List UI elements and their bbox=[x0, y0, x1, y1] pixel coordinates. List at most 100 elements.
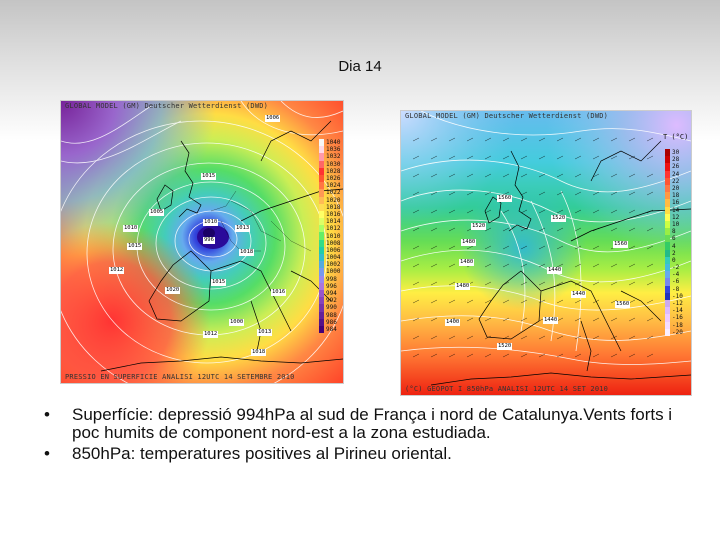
wind-barb bbox=[646, 155, 654, 160]
geopotential-label: 1520 bbox=[471, 223, 487, 230]
wind-barb bbox=[592, 209, 600, 214]
isobar-label: 1006 bbox=[265, 115, 281, 122]
temperature-legend-swatch bbox=[665, 256, 670, 264]
wind-barb bbox=[628, 335, 636, 340]
temperature-legend-value: 30 bbox=[672, 149, 680, 157]
wind-barb bbox=[520, 353, 528, 358]
wind-barb bbox=[466, 299, 474, 304]
wind-barb bbox=[520, 137, 528, 142]
surface-legend-entry: 1026 bbox=[319, 174, 341, 183]
wind-barb bbox=[520, 263, 528, 268]
temperature-850hpa-map: GLOBAL MODEL (GM) Deutscher Wetterdienst… bbox=[400, 110, 692, 396]
temperature-legend-swatch bbox=[665, 199, 670, 207]
geopotential-label: 1560 bbox=[497, 195, 513, 202]
surface-pressure-legend: 1040 1036 1032 1030 1028 1026 1024 1022 1020 1018… bbox=[319, 139, 341, 334]
isobar-label: 1000 bbox=[229, 319, 245, 326]
wind-barb bbox=[610, 191, 618, 196]
wind-barb bbox=[628, 191, 636, 196]
wind-barb bbox=[646, 335, 654, 340]
wind-barb bbox=[484, 191, 492, 196]
temperature-legend-value: -14 bbox=[672, 307, 683, 315]
surface-legend-entry: 1022 bbox=[319, 189, 341, 197]
wind-barb bbox=[646, 137, 654, 142]
temperature-legend-swatch bbox=[665, 242, 670, 250]
wind-barb bbox=[412, 209, 420, 214]
wind-barb bbox=[556, 209, 564, 214]
wind-barb bbox=[628, 209, 636, 214]
temperature-legend-value: 24 bbox=[672, 170, 680, 178]
temperature-legend-value: 6 bbox=[672, 235, 676, 243]
temperature-legend-entry: -4 bbox=[665, 271, 687, 279]
surface-legend-entry: 988 bbox=[319, 311, 341, 319]
temperature-legend-swatch bbox=[665, 220, 670, 229]
surface-legend-entry: 1016 bbox=[319, 210, 341, 219]
temperature-legend-entry: -6 bbox=[665, 278, 687, 286]
wind-barb bbox=[484, 335, 492, 340]
temperature-legend-value: -12 bbox=[672, 300, 683, 308]
isobar-label: 996 bbox=[203, 237, 215, 244]
wind-barb bbox=[574, 191, 582, 196]
temperature-legend-value: -6 bbox=[672, 278, 680, 286]
wind-barb bbox=[628, 353, 636, 358]
temperature-legend-value: -20 bbox=[672, 328, 683, 336]
surface-legend-swatch bbox=[319, 318, 324, 326]
temperature-legend-entry: 0 bbox=[665, 256, 687, 264]
surface-legend-entry: 994 bbox=[319, 289, 341, 298]
wind-barb bbox=[628, 245, 636, 250]
surface-legend-value: 1020 bbox=[326, 196, 341, 204]
wind-barb bbox=[412, 335, 420, 340]
temperature-850hpa-map-image bbox=[401, 111, 691, 395]
wind-barb bbox=[448, 173, 456, 178]
wind-barb bbox=[502, 227, 510, 232]
surface-legend-swatch bbox=[319, 160, 324, 168]
wind-barb bbox=[466, 137, 474, 142]
wind-barb bbox=[592, 137, 600, 142]
surface-legend-entry: 1028 bbox=[319, 167, 341, 175]
temperature-legend-entry: 28 bbox=[665, 156, 687, 164]
wind-barb bbox=[520, 173, 528, 178]
wind-barb bbox=[448, 227, 456, 232]
surface-legend-entry: 1012 bbox=[319, 225, 341, 233]
wind-barb bbox=[556, 155, 564, 160]
geopotential-label: 1560 bbox=[613, 241, 629, 248]
wind-barb bbox=[574, 173, 582, 178]
wind-barb bbox=[628, 173, 636, 178]
wind-barb bbox=[538, 299, 546, 304]
surface-legend-swatch bbox=[319, 239, 324, 247]
geopotential-label: 1520 bbox=[551, 215, 567, 222]
temperature-legend-value: 18 bbox=[672, 192, 680, 200]
surface-legend-swatch bbox=[319, 246, 324, 254]
surface-legend-swatch bbox=[319, 174, 324, 183]
bullet-list: • Superfície: depressió 994hPa al sud de… bbox=[44, 406, 684, 466]
wind-barb bbox=[448, 245, 456, 250]
temperature-map-footer: (°C) GEOPOT I 850hPa ANALISI 12UTC 14 SE… bbox=[405, 385, 609, 393]
temperature-legend-swatch bbox=[665, 163, 670, 171]
surface-legend-value: 1010 bbox=[326, 232, 341, 240]
wind-barb bbox=[556, 281, 564, 286]
geopotential-label: 1440 bbox=[543, 317, 559, 324]
wind-barb bbox=[502, 191, 510, 196]
temperature-legend-entry: -12 bbox=[665, 299, 687, 308]
temperature-legend-value: -10 bbox=[672, 292, 683, 300]
isobar-label: 1018 bbox=[239, 249, 255, 256]
surface-legend-value: 1018 bbox=[326, 203, 341, 211]
isobar-label: 1012 bbox=[203, 331, 219, 338]
bullet-item: • Superfície: depressió 994hPa al sud de… bbox=[44, 406, 684, 442]
isobar-label: 1015 bbox=[201, 173, 217, 180]
wind-barb bbox=[466, 353, 474, 358]
wind-barb bbox=[520, 281, 528, 286]
temperature-legend-value: -8 bbox=[672, 285, 680, 293]
wind-barb bbox=[628, 263, 636, 268]
geopotential-label: 1480 bbox=[459, 259, 475, 266]
isobar-label: 1018 bbox=[251, 349, 267, 356]
surface-legend-swatch bbox=[319, 139, 324, 147]
surface-legend-swatch bbox=[319, 182, 324, 190]
temperature-legend-entry: -8 bbox=[665, 285, 687, 293]
wind-barb bbox=[502, 353, 510, 358]
geopotential-label: 1560 bbox=[615, 301, 631, 308]
wind-barb bbox=[646, 299, 654, 304]
wind-barb bbox=[520, 245, 528, 250]
surface-legend-entry: 1040 bbox=[319, 139, 341, 147]
wind-barb bbox=[646, 353, 654, 358]
wind-barb bbox=[502, 335, 510, 340]
